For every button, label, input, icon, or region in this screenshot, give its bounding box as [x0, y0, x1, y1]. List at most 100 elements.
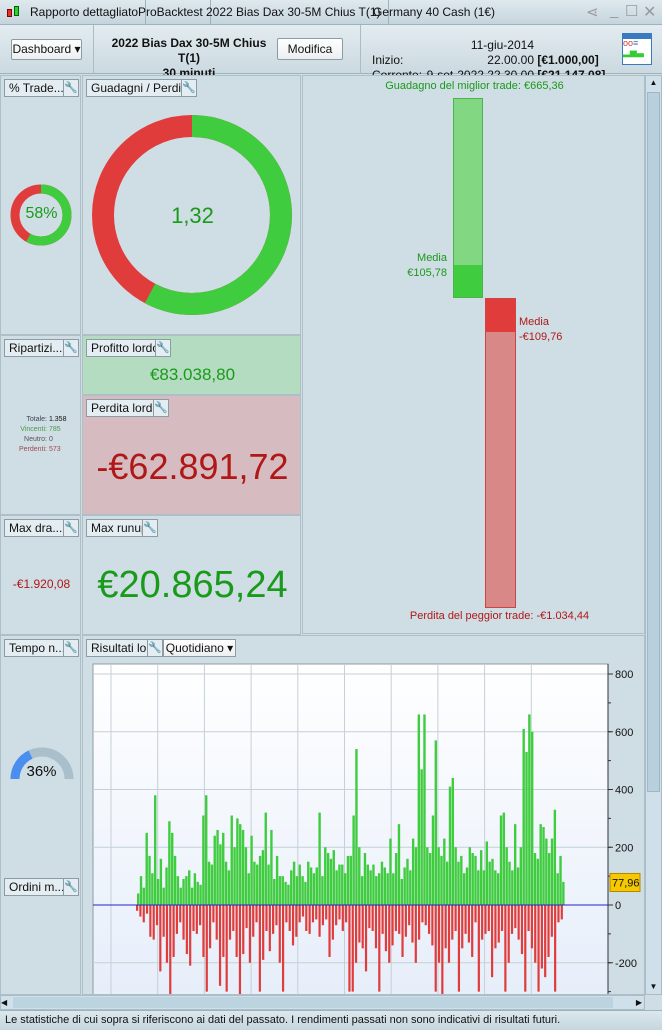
positive-bar: [445, 861, 449, 905]
scroll-left-icon[interactable]: ◀: [1, 998, 8, 1007]
negative-bar: [358, 905, 361, 943]
gains-losses-title: Guadagni / Perdite: [86, 79, 182, 97]
negative-bar: [441, 905, 444, 994]
gross-profit-panel: Profitto lordo 🔧 €83.038,80: [82, 335, 301, 395]
positive-bar: [465, 867, 469, 905]
negative-bar: [474, 905, 477, 923]
share-icon[interactable]: ⋖: [586, 4, 599, 21]
positive-bar: [267, 864, 270, 905]
tab-probacktest[interactable]: ProBacktest: [131, 0, 211, 25]
close-icon[interactable]: ✕: [643, 4, 657, 21]
negative-bar: [345, 905, 348, 923]
positive-bar: [213, 835, 216, 905]
scroll-right-icon[interactable]: ▶: [635, 998, 642, 1007]
maximize-icon[interactable]: ☐: [625, 3, 639, 20]
negative-bar: [464, 905, 467, 934]
negative-bar: [301, 905, 305, 917]
horizontal-scroll-thumb[interactable]: [13, 997, 613, 1008]
wrench-icon[interactable]: 🔧: [181, 79, 197, 97]
wrench-icon[interactable]: 🔧: [142, 519, 158, 537]
negative-bar: [152, 905, 155, 940]
positive-bar: [349, 855, 352, 905]
negative-bar: [321, 905, 324, 926]
positive-bar: [207, 861, 211, 905]
negative-bar: [315, 905, 318, 920]
positive-bar: [151, 873, 154, 905]
negative-bar: [255, 905, 258, 923]
dashboard-dropdown[interactable]: Dashboard ▾: [11, 39, 82, 60]
negative-bar: [311, 905, 315, 923]
negative-bar: [454, 905, 457, 931]
positive-bar: [437, 847, 440, 905]
positive-bar: [440, 855, 443, 905]
y-tick-label: 600: [615, 727, 633, 739]
positive-bar: [171, 832, 174, 905]
negative-bar: [268, 905, 271, 952]
negative-bar: [305, 905, 308, 931]
gross-results-title: Risultati lordi: [86, 639, 148, 657]
avg-gain-value: €105,78: [407, 267, 447, 279]
wrench-icon[interactable]: 🔧: [153, 399, 169, 417]
breakdown-title: Ripartizi...: [4, 339, 64, 357]
positive-bar: [329, 858, 333, 905]
period-dropdown[interactable]: Quotidiano ▾: [163, 639, 236, 657]
positive-bar: [205, 795, 208, 905]
positive-bar: [485, 841, 489, 905]
negative-bar: [351, 905, 354, 992]
positive-bar: [295, 876, 299, 905]
worst-trade-bar: [485, 298, 516, 609]
tab-system[interactable]: 2022 Bias Dax 30-5M Chius T(1): [199, 0, 389, 25]
losers-label: Perdenti:: [18, 446, 47, 453]
negative-bar: [205, 905, 208, 992]
negative-bar: [185, 905, 188, 955]
positive-bar: [335, 870, 338, 905]
negative-bar: [149, 905, 152, 937]
negative-bar: [182, 905, 185, 940]
positive-bar: [298, 864, 301, 905]
vertical-scroll-thumb[interactable]: [647, 92, 660, 792]
horizontal-scrollbar[interactable]: ◀ ▶: [0, 995, 645, 1010]
report-settings-icon[interactable]: oo≡ ▂▅▃: [622, 33, 652, 65]
negative-bar: [507, 905, 510, 963]
minimize-icon[interactable]: _: [610, 2, 619, 19]
positive-bar: [380, 861, 384, 905]
avg-gain-info: Media €105,78: [399, 251, 447, 281]
negative-bar: [437, 905, 441, 963]
negative-bar: [242, 905, 245, 955]
wrench-icon[interactable]: 🔧: [155, 339, 171, 357]
positive-bar: [431, 815, 435, 905]
negative-bar: [348, 905, 351, 992]
wrench-icon[interactable]: 🔧: [63, 339, 79, 357]
positive-bar: [411, 838, 415, 905]
edit-button[interactable]: Modifica: [277, 38, 343, 60]
total-label: Totale:: [26, 416, 47, 423]
wrench-icon[interactable]: 🔧: [63, 79, 79, 97]
positive-bar: [227, 870, 231, 905]
y-tick-label: -200: [615, 958, 637, 970]
wrench-icon[interactable]: 🔧: [147, 639, 163, 657]
neutral-label: Neutro:: [24, 436, 47, 443]
positive-bar: [403, 867, 406, 905]
positive-bar: [462, 873, 466, 905]
negative-bar: [447, 905, 451, 963]
tab-instrument[interactable]: Germany 40 Cash (1€): [373, 5, 496, 19]
wrench-icon[interactable]: 🔧: [63, 639, 79, 657]
positive-bar: [363, 853, 367, 905]
positive-bar: [409, 870, 412, 905]
wrench-icon[interactable]: 🔧: [63, 519, 79, 537]
positive-bar: [176, 876, 180, 905]
vertical-scrollbar[interactable]: ▲ ▼: [645, 75, 662, 995]
tab-detailed-report[interactable]: Rapporto dettagliato: [23, 0, 147, 25]
donut-win: [10, 184, 72, 246]
scroll-up-icon[interactable]: ▲: [649, 78, 658, 87]
negative-bar: [341, 905, 344, 931]
scroll-down-icon[interactable]: ▼: [649, 982, 658, 991]
positive-bar: [414, 847, 418, 905]
negative-bar: [491, 905, 494, 978]
negative-bar: [537, 905, 540, 992]
negative-bar: [139, 905, 142, 917]
positive-bar: [233, 847, 236, 905]
negative-bar: [444, 905, 447, 949]
positive-bar: [383, 867, 386, 905]
wrench-icon[interactable]: 🔧: [63, 878, 79, 896]
